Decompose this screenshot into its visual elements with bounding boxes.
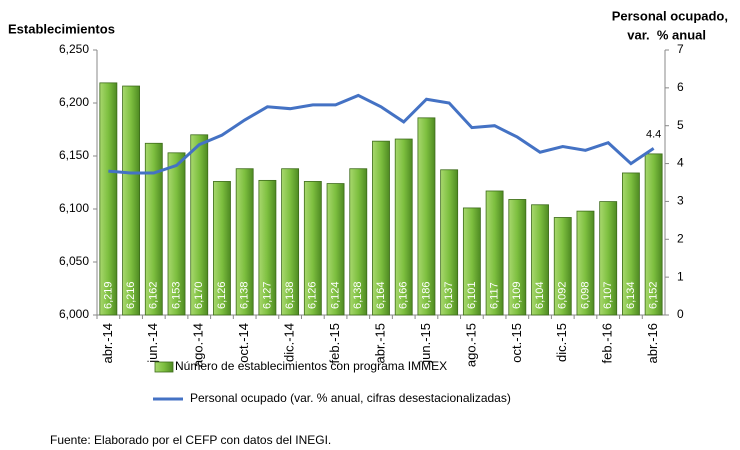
bar bbox=[303, 181, 322, 316]
y-tick-label: 6,100 bbox=[59, 201, 89, 215]
bar-value-label: 6,170 bbox=[193, 281, 205, 309]
bar-value-label: 6,101 bbox=[466, 281, 478, 309]
y2-tick-label: 2 bbox=[677, 231, 684, 245]
bar-value-label: 6,162 bbox=[148, 281, 160, 309]
x-tick-label: abr.-16 bbox=[645, 323, 660, 363]
bar bbox=[213, 181, 231, 316]
x-tick-label: ago.-15 bbox=[463, 323, 478, 367]
y-tick-label: 6,000 bbox=[59, 307, 89, 321]
x-tick-label: abr.-14 bbox=[100, 323, 115, 363]
bar bbox=[508, 199, 527, 316]
x-tick-label: jun.-15 bbox=[418, 323, 433, 364]
bar bbox=[599, 201, 618, 316]
x-tick-label: dic.-15 bbox=[554, 323, 569, 362]
x-tick-label: oct.-15 bbox=[509, 323, 524, 363]
y-tick-label: 6,200 bbox=[59, 95, 89, 109]
bar-value-label: 6,134 bbox=[625, 281, 637, 309]
line-series bbox=[108, 93, 655, 175]
y2-axis-label: var. % anual bbox=[627, 27, 706, 42]
bar-value-label: 6,138 bbox=[284, 281, 296, 309]
bar-value-label: 6,138 bbox=[352, 281, 364, 309]
x-tick-label: oct.-14 bbox=[236, 323, 251, 363]
y-tick-label: 6,150 bbox=[59, 148, 89, 162]
bar bbox=[349, 168, 368, 316]
bar bbox=[622, 172, 640, 316]
y2-tick-label: 5 bbox=[677, 118, 684, 132]
x-tick-label: ago.-14 bbox=[191, 323, 206, 367]
y2-tick-label: 4 bbox=[677, 156, 684, 170]
bar-value-label: 6,107 bbox=[602, 281, 614, 309]
bar bbox=[99, 82, 118, 316]
bar bbox=[417, 117, 436, 316]
bar-value-label: 6,104 bbox=[534, 281, 546, 309]
legend-label: Número de establecimientos con programa … bbox=[175, 359, 447, 373]
y2-tick-label: 3 bbox=[677, 194, 684, 208]
bar-value-label: 6,127 bbox=[261, 281, 273, 309]
x-tick-label: abr.-15 bbox=[372, 323, 387, 363]
bar-value-label: 6,109 bbox=[511, 281, 523, 309]
bar-value-label: 6,216 bbox=[125, 281, 137, 309]
bar bbox=[644, 153, 663, 316]
bar-value-label: 6,166 bbox=[398, 281, 410, 309]
bar-value-label: 6,138 bbox=[239, 281, 251, 309]
x-tick-label: dic.-14 bbox=[282, 323, 297, 362]
bar-value-label: 6,164 bbox=[375, 281, 387, 309]
bar bbox=[144, 142, 163, 316]
y2-tick-label: 1 bbox=[677, 269, 684, 283]
line-value-label: 4.4 bbox=[646, 128, 661, 140]
y-axis-label: Establecimientos bbox=[8, 21, 115, 36]
bar-value-label: 6,117 bbox=[489, 282, 501, 309]
bar bbox=[531, 204, 549, 316]
legend-swatch bbox=[154, 361, 174, 373]
bar-value-label: 6,152 bbox=[648, 281, 660, 309]
bar-value-label: 6,219 bbox=[102, 281, 114, 309]
source-note: Fuente: Elaborado por el CEFP con datos … bbox=[50, 433, 331, 447]
y-tick-label: 6,050 bbox=[59, 254, 89, 268]
bar bbox=[394, 138, 413, 316]
y2-tick-label: 0 bbox=[677, 307, 684, 321]
bar bbox=[258, 179, 277, 316]
legend-label: Personal ocupado (var. % anual, cifras d… bbox=[190, 391, 511, 405]
bar-value-label: 6,153 bbox=[170, 281, 182, 309]
x-tick-label: feb.-16 bbox=[600, 323, 615, 363]
bar-value-label: 6,186 bbox=[420, 281, 432, 309]
bar bbox=[553, 217, 572, 316]
x-tick-label: jun.-14 bbox=[145, 323, 160, 364]
bar bbox=[462, 207, 481, 316]
bar-value-label: 6,126 bbox=[307, 281, 319, 309]
bar-value-label: 6,092 bbox=[557, 281, 569, 309]
bar-value-label: 6,137 bbox=[443, 281, 455, 309]
y2-tick-label: 7 bbox=[677, 42, 684, 56]
bar bbox=[122, 85, 140, 316]
bar bbox=[440, 169, 459, 316]
bar-value-label: 6,124 bbox=[329, 281, 341, 309]
bar bbox=[576, 210, 595, 316]
x-tick-label: feb.-15 bbox=[327, 323, 342, 363]
bar bbox=[485, 190, 504, 316]
bar-value-label: 6,126 bbox=[216, 281, 228, 309]
bar bbox=[190, 134, 209, 316]
bar bbox=[281, 168, 300, 316]
y2-axis-label: Personal ocupado, bbox=[612, 8, 728, 23]
y2-tick-label: 6 bbox=[677, 80, 684, 94]
bar bbox=[372, 140, 390, 316]
bar bbox=[235, 168, 254, 316]
bar bbox=[326, 183, 345, 316]
y-tick-label: 6,250 bbox=[59, 42, 89, 56]
bar bbox=[167, 152, 186, 316]
bar-value-label: 6,098 bbox=[579, 281, 591, 309]
